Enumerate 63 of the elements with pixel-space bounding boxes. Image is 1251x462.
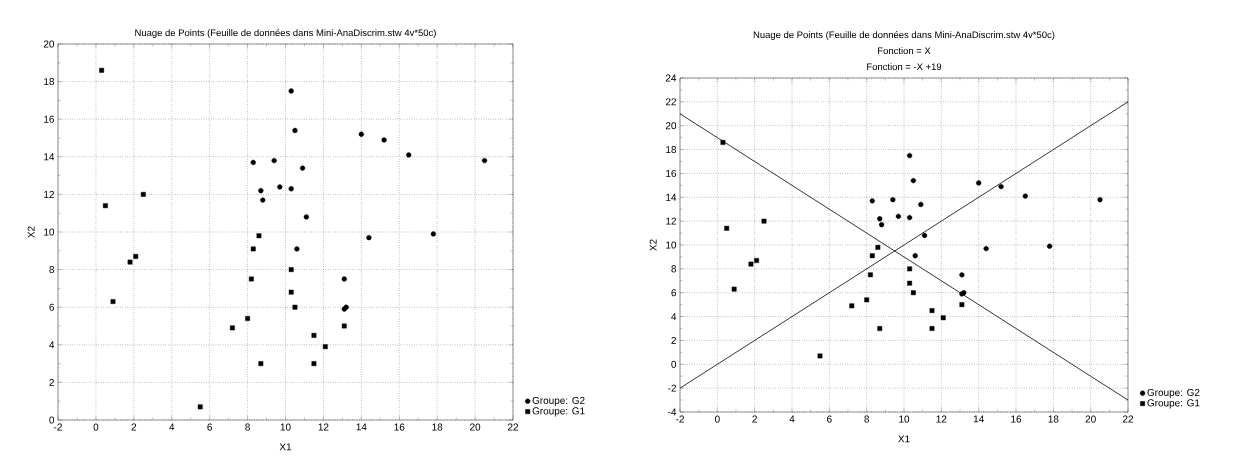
x-tick-label: 12 xyxy=(936,415,947,423)
x-tick-label: 10 xyxy=(280,423,291,431)
y-tick-label: 12 xyxy=(666,217,676,225)
x-tick-label: 6 xyxy=(827,415,832,423)
y-tick-label: 2 xyxy=(671,336,676,344)
y-axis-title: X2 xyxy=(27,226,35,238)
y-tick-label: 16 xyxy=(666,169,677,177)
x-tick-label: 2 xyxy=(131,423,137,431)
text: Fonction = X xyxy=(878,47,931,55)
x-axis-title: X1 xyxy=(898,435,910,443)
y-tick-label: 4 xyxy=(49,341,55,349)
y-tick-label: 10 xyxy=(666,241,677,249)
x-tick-label: 16 xyxy=(394,423,405,431)
y-tick-label: 24 xyxy=(665,74,677,82)
y-tick-label: 8 xyxy=(671,265,677,273)
text: Fonction = -X +19 xyxy=(867,63,942,71)
x-tick-label: 6 xyxy=(207,423,213,431)
y-tick-label: 16 xyxy=(44,115,55,123)
legend-label: Groupe: G2 xyxy=(1147,388,1200,398)
y-tick-label: -2 xyxy=(668,384,676,392)
y-tick-label: 12 xyxy=(44,190,54,198)
chart-title: Nuage de Points (Feuille de données dans Mini-AnaDiscrim.stw 4v*50c) xyxy=(135,29,436,38)
x-tick-label: 0 xyxy=(714,415,720,423)
y-tick-label: 22 xyxy=(665,98,676,106)
x-tick-label: -2 xyxy=(54,423,62,431)
x-tick-label: 16 xyxy=(1011,415,1022,423)
y-tick-label: 6 xyxy=(49,303,55,311)
y-tick-label: 20 xyxy=(665,122,677,130)
y-tick-label: 18 xyxy=(666,146,677,154)
x-tick-label: 12 xyxy=(318,423,329,431)
legend-label: Groupe: G1 xyxy=(532,407,585,417)
x-tick-label: 18 xyxy=(432,423,443,431)
x-tick-label: 0 xyxy=(93,423,99,431)
y-tick-label: 14 xyxy=(666,193,677,201)
y-tick-label: -4 xyxy=(668,408,677,416)
x-tick-label: 4 xyxy=(169,423,175,431)
x-tick-label: 22 xyxy=(1122,415,1134,423)
x-tick-label: -2 xyxy=(676,415,684,423)
x-tick-label: 20 xyxy=(470,423,481,431)
x-tick-label: 8 xyxy=(864,415,870,423)
x-tick-label: 14 xyxy=(356,423,367,431)
y-tick-label: 20 xyxy=(43,40,55,48)
y-tick-label: 4 xyxy=(671,313,677,320)
x-tick-label: 22 xyxy=(507,423,519,431)
y-tick-label: 14 xyxy=(44,153,55,161)
x-tick-label: 20 xyxy=(1085,415,1096,423)
y-tick-label: 10 xyxy=(44,228,55,236)
x-tick-label: 4 xyxy=(789,415,795,423)
y-axis-title: X2 xyxy=(649,239,657,251)
legend-label: Groupe: G1 xyxy=(1147,399,1200,409)
y-tick-label: 8 xyxy=(49,266,55,274)
legend-label: Groupe: G2 xyxy=(532,396,585,406)
x-tick-label: 8 xyxy=(245,423,250,431)
y-tick-label: 6 xyxy=(671,289,677,297)
x-tick-label: 2 xyxy=(752,415,757,423)
x-tick-label: 14 xyxy=(973,415,984,423)
y-tick-label: 2 xyxy=(49,378,54,386)
x-tick-label: 10 xyxy=(899,415,910,423)
y-tick-label: 0 xyxy=(671,360,677,368)
chart-title: Nuage de Points (Feuille de données dans Mini-AnaDiscrim.stw 4v*50c) xyxy=(753,31,1055,40)
x-tick-label: 18 xyxy=(1048,415,1059,423)
x-axis-title: X1 xyxy=(279,443,292,451)
y-tick-label: 18 xyxy=(44,78,55,86)
